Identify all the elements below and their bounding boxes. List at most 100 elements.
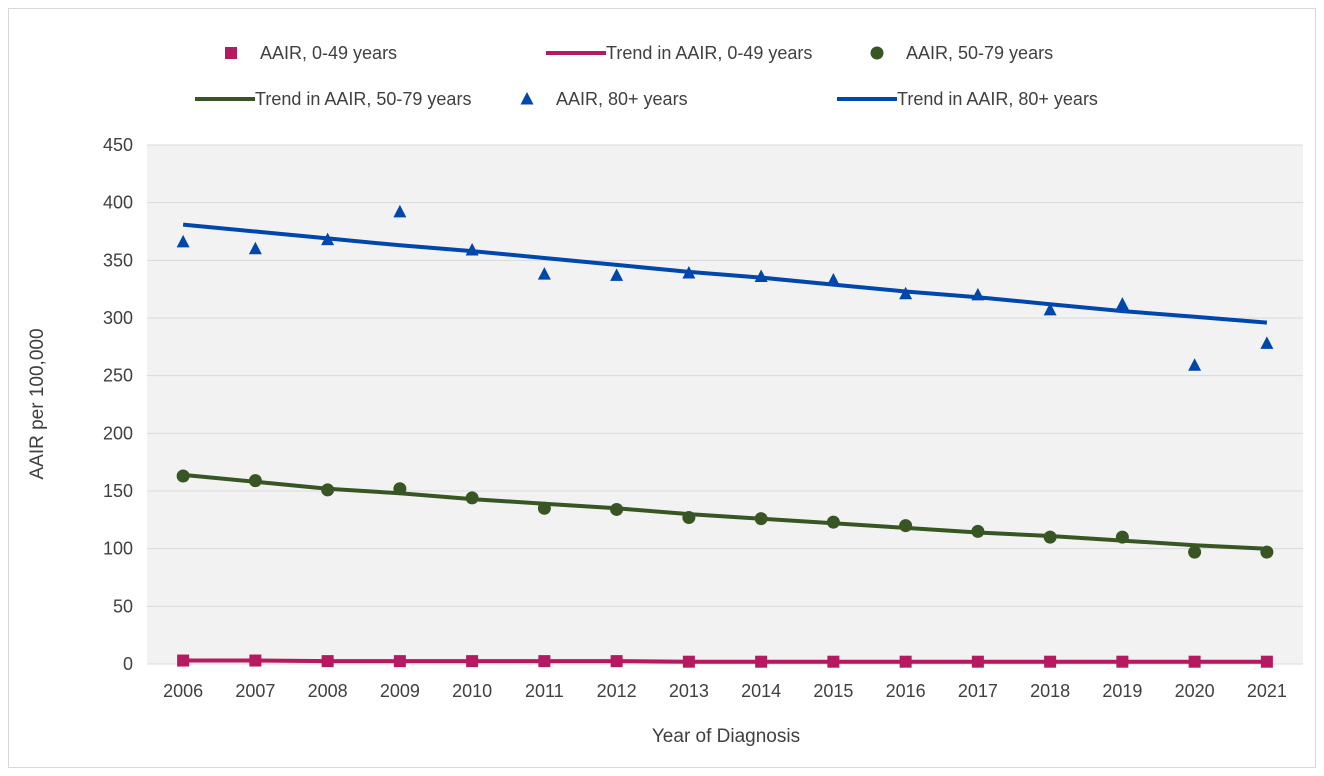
series-aair-50-79-years <box>176 469 1274 559</box>
aair-0-49-years-point <box>1044 655 1057 668</box>
aair-80-years-point <box>537 267 551 280</box>
aair-50-79-years-point <box>1043 530 1057 544</box>
aair-50-79-years-point <box>682 511 696 525</box>
legend-label: Trend in AAIR, 0-49 years <box>606 43 812 63</box>
aair-0-49-years-point <box>249 654 262 667</box>
gridlines <box>147 144 1303 665</box>
x-tick-label: 2011 <box>525 681 564 701</box>
x-tick-label: 2016 <box>886 681 926 701</box>
legend-marker-swatch <box>225 47 237 59</box>
y-tick-label: 350 <box>103 250 133 270</box>
aair-0-49-years-point <box>682 655 695 668</box>
aair-50-79-years-point <box>1188 545 1202 559</box>
aair-80-years-point <box>1043 302 1057 316</box>
aair-0-49-years-point <box>1116 655 1129 668</box>
aair-80-years-point <box>393 204 407 218</box>
legend-label: Trend in AAIR, 50-79 years <box>255 89 471 109</box>
aair-50-79-years-point <box>465 491 479 505</box>
aair-50-79-years-point <box>971 524 985 538</box>
x-tick-label: 2020 <box>1175 681 1215 701</box>
aair-50-79-years-point <box>754 512 768 526</box>
y-tick-label: 400 <box>103 193 133 213</box>
aair-50-79-years-point <box>176 469 190 483</box>
chart-frame: AAIR, 0-49 years Trend in AAIR, 0-49 year… <box>8 8 1316 768</box>
aair-80-years-point <box>971 287 985 301</box>
aair-80-years-point <box>1260 336 1274 349</box>
aair-0-49-years-point <box>393 655 406 668</box>
aair-50-79-years-point <box>610 502 624 516</box>
x-tick-label: 2007 <box>235 681 275 701</box>
x-axis-label: Year of Diagnosis <box>652 726 800 747</box>
aair-50-79-years-point <box>537 501 551 515</box>
series-layer <box>176 204 1274 668</box>
aair-80-years-point <box>1115 297 1129 310</box>
aair-80-years-point <box>899 286 913 300</box>
x-tick-label: 2014 <box>741 681 781 701</box>
aair-50-79-years-point <box>899 519 913 533</box>
legend-label: AAIR, 50-79 years <box>906 43 1053 63</box>
aair-80-years-point <box>754 269 768 282</box>
y-tick-label: 300 <box>103 308 133 328</box>
legend-item: Trend in AAIR, 80+ years <box>837 89 1098 109</box>
legend-item: AAIR, 80+ years <box>520 89 688 109</box>
aair-0-49-years-point <box>1188 655 1201 668</box>
aair-0-49-years-point <box>1260 655 1273 668</box>
aair-0-49-years-point <box>827 655 840 668</box>
series-trend-in-aair-0-49-years <box>183 658 1267 664</box>
trend-in-aair-0-49-years-line <box>183 658 1267 664</box>
aair-80-years-point <box>465 242 479 256</box>
x-tick-label: 2010 <box>452 681 492 701</box>
aair-0-49-years-point <box>321 655 334 668</box>
aair-0-49-years-point <box>177 654 190 667</box>
x-tick-label: 2012 <box>597 681 637 701</box>
aair-0-49-years-point <box>755 655 768 668</box>
aair-50-79-years-point <box>1115 530 1129 544</box>
legend-label: AAIR, 80+ years <box>556 89 688 109</box>
x-tick-label: 2009 <box>380 681 420 701</box>
aair-50-79-years-point <box>321 483 335 497</box>
y-tick-label: 150 <box>103 481 133 501</box>
x-tick-label: 2017 <box>958 681 998 701</box>
y-axis-ticks: 0 50 100 150 200 250 300 350 400 450 <box>103 135 133 674</box>
aair-80-years-point <box>176 234 190 248</box>
legend-item: AAIR, 50-79 years <box>870 43 1053 63</box>
series-trend-in-aair-50-79-years <box>182 472 1267 551</box>
aair-0-49-years-point <box>610 655 623 668</box>
trend-in-aair-50-79-years-line <box>182 472 1267 551</box>
x-tick-label: 2015 <box>813 681 853 701</box>
aair-80-years-point <box>321 232 335 246</box>
legend-label: AAIR, 0-49 years <box>260 43 397 63</box>
y-axis-label: AAIR per 100,000 <box>27 328 48 479</box>
y-tick-label: 250 <box>103 366 133 386</box>
series-trend-in-aair-80-years <box>182 222 1268 325</box>
legend: AAIR, 0-49 years Trend in AAIR, 0-49 year… <box>195 43 1098 109</box>
x-tick-label: 2018 <box>1030 681 1070 701</box>
legend-item: Trend in AAIR, 50-79 years <box>195 89 471 109</box>
y-tick-label: 450 <box>103 135 133 155</box>
trend-in-aair-80-years-line <box>182 222 1268 325</box>
aair-80-years-point <box>610 268 624 281</box>
legend-item: AAIR, 0-49 years <box>225 43 397 63</box>
x-tick-label: 2008 <box>308 681 348 701</box>
legend-label: Trend in AAIR, 80+ years <box>897 89 1098 109</box>
y-tick-label: 50 <box>113 596 133 616</box>
plot-area <box>147 145 1303 664</box>
aair-0-49-years-point <box>899 655 912 668</box>
series-aair-80-years <box>176 204 1274 371</box>
x-tick-label: 2013 <box>669 681 709 701</box>
x-axis-ticks: 2006 2007 2008 2009 2010 2011 2012 2013 2014 2015… <box>163 681 1287 701</box>
aair-0-49-years-point <box>538 655 551 668</box>
aair-80-years-point <box>1188 358 1202 371</box>
aair-80-years-point <box>248 241 262 255</box>
aair-80-years-point <box>826 272 840 286</box>
aair-50-79-years-point <box>248 474 262 488</box>
aair-50-79-years-point <box>393 482 407 496</box>
y-tick-label: 0 <box>123 654 133 674</box>
series-aair-0-49-years <box>177 654 1273 668</box>
chart: AAIR, 0-49 years Trend in AAIR, 0-49 year… <box>27 43 1303 747</box>
y-tick-label: 200 <box>103 423 133 443</box>
x-tick-label: 2006 <box>163 681 203 701</box>
aair-0-49-years-point <box>971 655 984 668</box>
legend-marker-swatch <box>520 92 534 105</box>
aair-50-79-years-point <box>826 515 840 529</box>
